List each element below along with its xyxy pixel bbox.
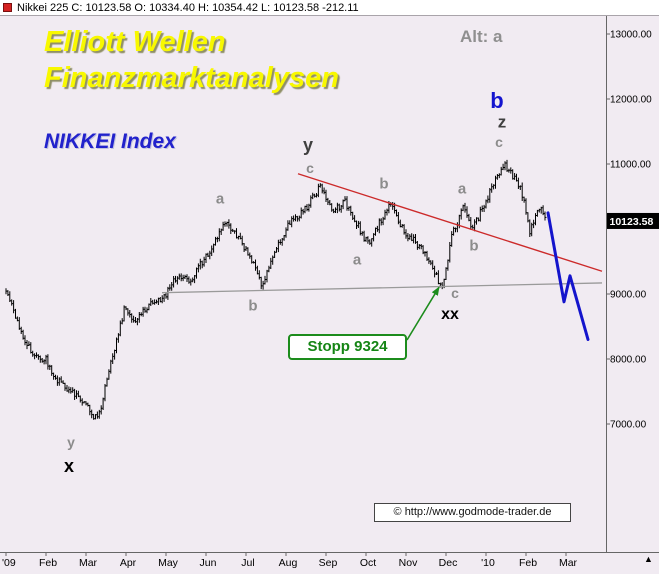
titlebar: Nikkei 225 C: 10123.58 O: 10334.40 H: 10… bbox=[0, 0, 659, 16]
alternate-count-label: Alt: a bbox=[460, 27, 503, 46]
current-price-box bbox=[607, 212, 659, 229]
red-resistance-trendline[interactable] bbox=[297, 173, 603, 272]
x-axis-label: '09 bbox=[2, 557, 16, 569]
x-axis-label: Mar bbox=[79, 557, 98, 569]
scroll-arrow-icon[interactable]: ▲ bbox=[644, 554, 653, 564]
stop-arrow bbox=[406, 286, 440, 341]
watermark-url: © http://www.godmode-trader.de bbox=[374, 503, 571, 522]
x-axis-label: Jun bbox=[200, 557, 217, 569]
y-axis-label: 13000.00 bbox=[610, 30, 652, 41]
axes: '09 Feb Mar Apr May Jun Jul Aug Sep Oct Nov Dec '10 F… bbox=[0, 16, 659, 569]
index-title: NIKKEI Index bbox=[44, 130, 176, 153]
current-price-label: 10123.58 bbox=[610, 216, 654, 228]
x-axis-label: May bbox=[158, 557, 179, 569]
gray-support-trendline[interactable] bbox=[161, 282, 603, 294]
y-axis-label: 11000.00 bbox=[610, 160, 651, 171]
x-axis-label: Dec bbox=[439, 557, 458, 569]
instrument-quote-text: Nikkei 225 C: 10123.58 O: 10334.40 H: 10… bbox=[17, 1, 359, 14]
x-axis-label: Jul bbox=[241, 557, 254, 569]
brand-title-line1: Elliott Wellen bbox=[44, 26, 226, 58]
x-axis-label: Feb bbox=[39, 557, 57, 569]
x-axis-label: Apr bbox=[120, 557, 137, 569]
x-axis-label: Mar bbox=[559, 557, 578, 569]
y-axis-label: 9000.00 bbox=[610, 290, 647, 301]
y-axis-label: 8000.00 bbox=[610, 355, 647, 366]
chart-app-icon bbox=[3, 3, 12, 12]
y-axis-label: 12000.00 bbox=[610, 95, 652, 106]
x-axis-label: Aug bbox=[279, 557, 298, 569]
price-bar-ticks bbox=[6, 162, 547, 420]
stop-loss-annotation: Stopp 9324 bbox=[288, 334, 407, 360]
blue-projection-path[interactable] bbox=[546, 211, 590, 341]
x-axis-label: Feb bbox=[519, 557, 537, 569]
x-axis-label: Oct bbox=[360, 557, 376, 569]
x-axis-label: Sep bbox=[319, 557, 338, 569]
brand-title-line2: Finanzmarktanalysen bbox=[44, 62, 339, 94]
x-axis-label: Nov bbox=[399, 557, 418, 569]
x-axis-label: '10 bbox=[481, 557, 495, 569]
y-axis-label: 7000.00 bbox=[610, 420, 647, 431]
